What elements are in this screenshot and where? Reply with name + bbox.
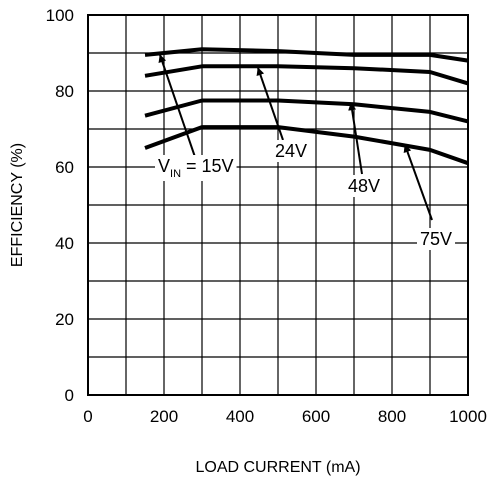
y-tick-label: 40 (55, 234, 74, 253)
y-tick-label: 80 (55, 82, 74, 101)
axes: 0 200 400 600 800 1000 0 20 40 60 80 100 (46, 6, 487, 426)
series-label-arrow-2 (348, 102, 363, 175)
y-tick-label: 60 (55, 158, 74, 177)
x-tick-label: 1000 (449, 407, 487, 426)
plot-frame (87, 14, 469, 396)
series-lines (144, 47, 469, 166)
y-axis-label: EFFICIENCY (%) (9, 143, 26, 267)
x-tick-label: 600 (302, 407, 330, 426)
series-line-1 (144, 64, 469, 86)
series-line-2 (144, 98, 469, 124)
series-label-2: 48V (348, 176, 380, 196)
y-tick-label: 20 (55, 310, 74, 329)
series-label-3: 75V (420, 229, 452, 249)
x-tick-label: 0 (83, 407, 92, 426)
y-tick-label: 100 (46, 6, 74, 25)
series-label-arrow-1 (256, 67, 284, 141)
series-label-0: VIN = 15V (158, 156, 234, 180)
series-line-0 (144, 47, 469, 63)
series-label-arrow-3 (403, 144, 433, 221)
x-axis-label: LOAD CURRENT (mA) (195, 459, 360, 476)
series-label-arrow-0 (158, 54, 196, 158)
series-label-bg-1 (272, 140, 311, 162)
series-label-1: 24V (275, 141, 307, 161)
y-tick-label: 0 (65, 386, 74, 405)
x-tick-label: 200 (150, 407, 178, 426)
series-labels: VIN = 15V 24V 48V 75V (155, 54, 456, 250)
series-line-3 (144, 125, 469, 166)
x-tick-label: 400 (226, 407, 254, 426)
series-label-bg-2 (345, 175, 384, 197)
x-tick-label: 800 (378, 407, 406, 426)
series-label-bg-0 (155, 155, 237, 181)
series-label-bg-3 (417, 228, 456, 250)
